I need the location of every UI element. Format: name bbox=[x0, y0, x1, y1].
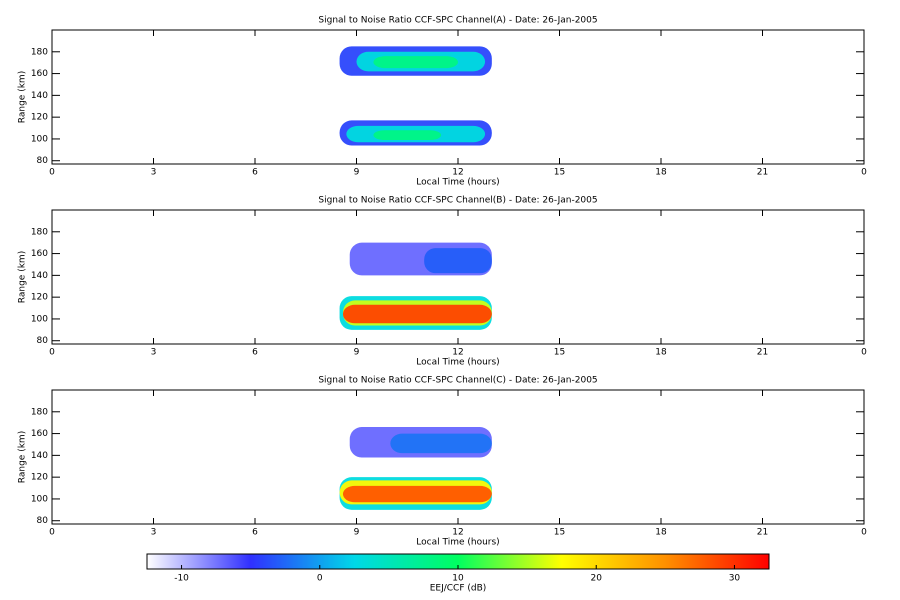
colorbar-tick-label: -10 bbox=[174, 574, 189, 584]
y-tick-label: 120 bbox=[31, 113, 48, 123]
chart-title: Signal to Noise Ratio CCF-SPC Channel(A)… bbox=[318, 16, 597, 26]
y-tick-label: 80 bbox=[37, 156, 49, 166]
y-tick-label: 160 bbox=[31, 429, 48, 439]
x-tick-label: 6 bbox=[252, 168, 258, 178]
x-tick-label: 15 bbox=[554, 168, 565, 178]
y-tick-label: 120 bbox=[31, 293, 48, 303]
x-tick-label: 0 bbox=[49, 528, 55, 538]
x-tick-label: 0 bbox=[49, 168, 55, 178]
x-tick-label: 3 bbox=[151, 348, 157, 358]
x-tick-label: 9 bbox=[354, 348, 360, 358]
x-tick-label: 9 bbox=[354, 528, 360, 538]
x-tick-label: 15 bbox=[554, 528, 565, 538]
y-tick-label: 100 bbox=[31, 314, 48, 324]
x-tick-label: 18 bbox=[655, 348, 667, 358]
colorbar-tick-label: 0 bbox=[317, 574, 323, 584]
x-tick-label: 21 bbox=[757, 348, 768, 358]
y-tick-label: 120 bbox=[31, 473, 48, 483]
y-tick-label: 160 bbox=[31, 249, 48, 259]
x-tick-label: 9 bbox=[354, 168, 360, 178]
y-axis-label: Range (km) bbox=[18, 251, 28, 303]
x-tick-label: 21 bbox=[757, 168, 768, 178]
y-tick-label: 180 bbox=[31, 407, 48, 417]
y-tick-label: 140 bbox=[31, 91, 48, 101]
heatmap-cell bbox=[373, 130, 442, 141]
x-axis-label: Local Time (hours) bbox=[416, 178, 499, 188]
y-tick-label: 180 bbox=[31, 227, 48, 237]
chart-title: Signal to Noise Ratio CCF-SPC Channel(B)… bbox=[318, 196, 597, 206]
y-tick-label: 100 bbox=[31, 134, 48, 144]
x-tick-label: 15 bbox=[554, 348, 565, 358]
heatmap-cell bbox=[342, 485, 492, 503]
x-tick-label: 12 bbox=[452, 168, 463, 178]
colorbar-tick-label: 20 bbox=[590, 574, 602, 584]
heatmap-cell bbox=[424, 248, 492, 274]
y-tick-label: 100 bbox=[31, 494, 48, 504]
heatmap-cell bbox=[390, 433, 492, 454]
y-tick-label: 80 bbox=[37, 516, 49, 526]
colorbar-label: EEJ/CCF (dB) bbox=[430, 584, 487, 594]
y-axis-label: Range (km) bbox=[18, 431, 28, 483]
y-axis-label: Range (km) bbox=[18, 71, 28, 123]
colorbar-tick-label: 30 bbox=[729, 574, 741, 584]
x-tick-label: 12 bbox=[452, 348, 463, 358]
chart-title: Signal to Noise Ratio CCF-SPC Channel(C)… bbox=[318, 376, 597, 386]
x-tick-label: 3 bbox=[151, 168, 157, 178]
colorbar-tick-label: 10 bbox=[452, 574, 464, 584]
y-tick-label: 160 bbox=[31, 69, 48, 79]
x-tick-label: 0 bbox=[861, 168, 867, 178]
x-tick-label: 6 bbox=[252, 528, 258, 538]
x-tick-label: 0 bbox=[49, 348, 55, 358]
x-axis-label: Local Time (hours) bbox=[416, 538, 499, 548]
y-tick-label: 180 bbox=[31, 47, 48, 57]
y-tick-label: 140 bbox=[31, 271, 48, 281]
x-tick-label: 3 bbox=[151, 528, 157, 538]
x-axis-label: Local Time (hours) bbox=[416, 358, 499, 368]
x-tick-label: 18 bbox=[655, 168, 667, 178]
x-tick-label: 18 bbox=[655, 528, 667, 538]
y-tick-label: 140 bbox=[31, 451, 48, 461]
x-tick-label: 21 bbox=[757, 528, 768, 538]
x-tick-label: 12 bbox=[452, 528, 463, 538]
x-tick-label: 0 bbox=[861, 528, 867, 538]
x-tick-label: 0 bbox=[861, 348, 867, 358]
y-tick-label: 80 bbox=[37, 336, 49, 346]
x-tick-label: 6 bbox=[252, 348, 258, 358]
heatmap-cell bbox=[373, 56, 458, 69]
heatmap-cell bbox=[342, 304, 492, 324]
